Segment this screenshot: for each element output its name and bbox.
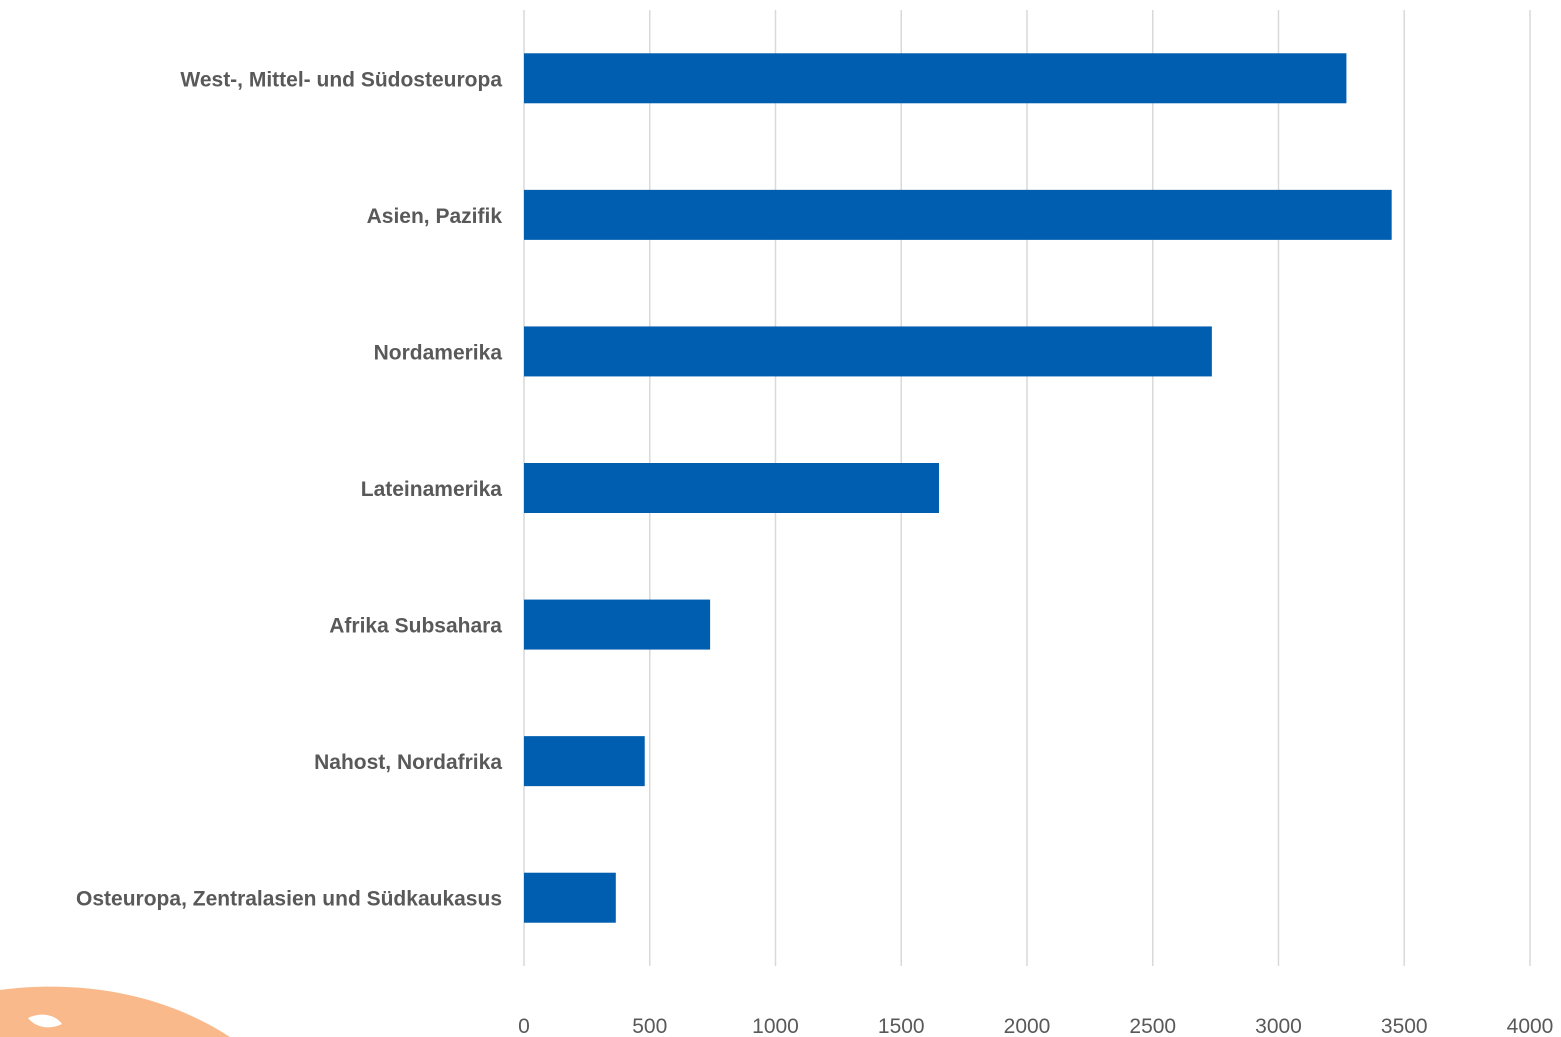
x-tick-label: 1000 — [752, 1015, 799, 1037]
bar — [524, 736, 645, 787]
category-labels: West-, Mittel- und Südosteuropa Asien, Pa… — [76, 68, 502, 910]
category-label: Afrika Subsahara — [329, 615, 502, 638]
category-label: Asien, Pazifik — [367, 205, 503, 228]
category-label: West-, Mittel- und Südosteuropa — [180, 68, 502, 91]
x-tick-label: 0 — [518, 1015, 530, 1037]
x-tick-label: 4000 — [1507, 1015, 1554, 1037]
bar — [524, 326, 1212, 377]
bar — [524, 599, 711, 650]
decorative-logo-shape — [0, 986, 230, 1037]
x-tick-label: 3500 — [1381, 1015, 1428, 1037]
bar — [524, 872, 616, 923]
x-tick-label: 1500 — [878, 1015, 925, 1037]
x-tick-label: 500 — [632, 1015, 667, 1037]
bar — [524, 53, 1347, 104]
category-label: Nordamerika — [374, 341, 503, 364]
bar — [524, 463, 939, 513]
category-label: Lateinamerika — [361, 478, 503, 501]
bars — [524, 53, 1392, 923]
bar — [524, 189, 1392, 240]
decorative-logo-inner — [28, 1014, 62, 1028]
x-tick-label: 2500 — [1129, 1015, 1176, 1037]
category-label: Nahost, Nordafrika — [314, 751, 502, 774]
x-axis-tick-labels: 0 500 1000 1500 2000 2500 3000 3500 4000 — [518, 1015, 1553, 1037]
x-tick-label: 3000 — [1255, 1015, 1302, 1037]
category-label: Osteuropa, Zentralasien und Südkaukasus — [76, 888, 502, 911]
x-tick-label: 2000 — [1004, 1015, 1051, 1037]
